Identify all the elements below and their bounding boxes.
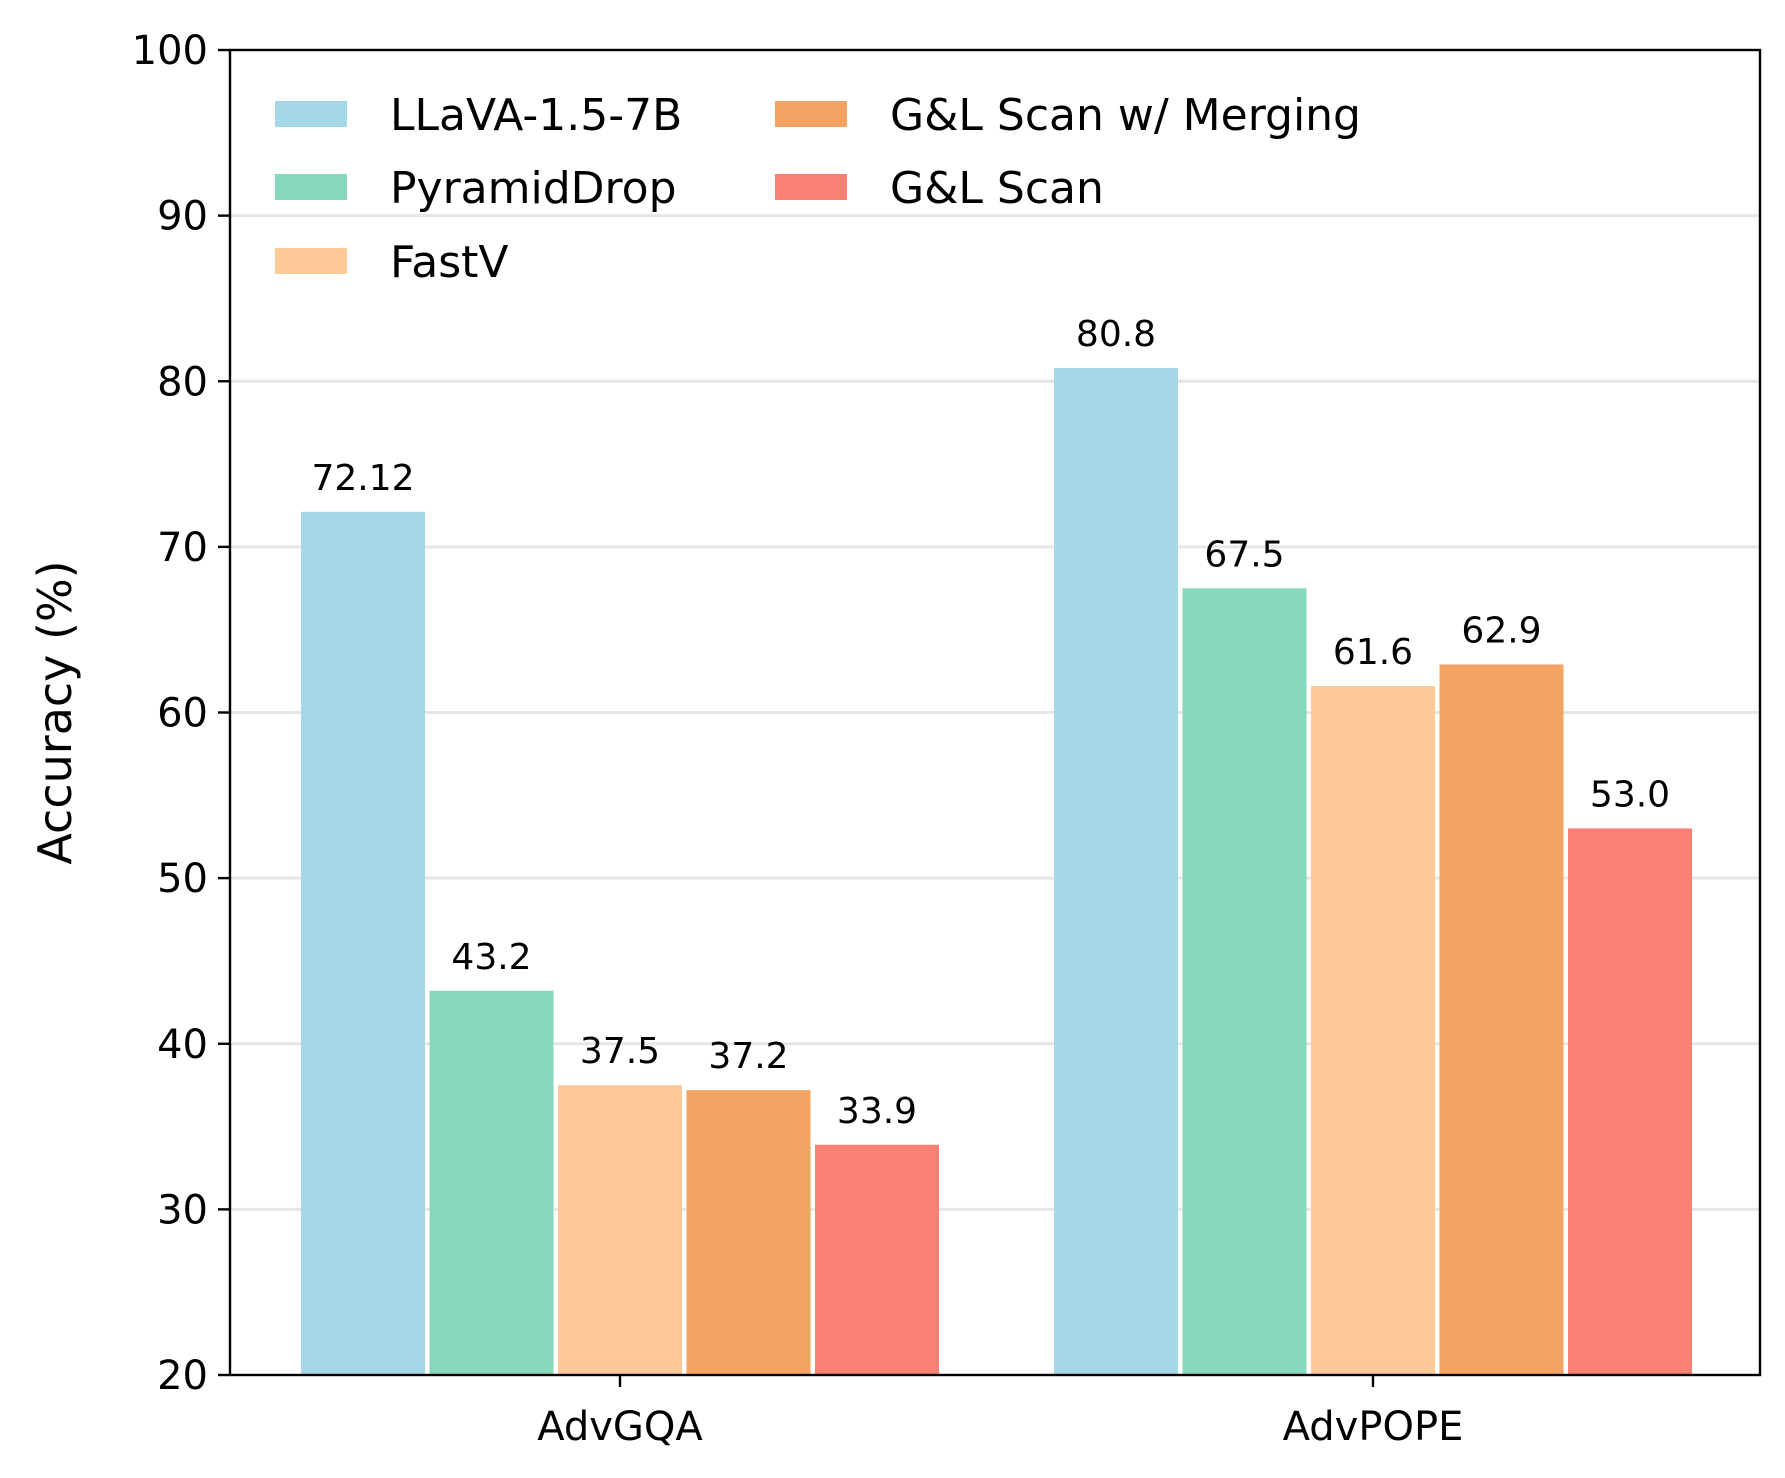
bar	[1054, 368, 1178, 1375]
legend-swatch	[275, 174, 347, 200]
data-label: 67.5	[1204, 534, 1284, 575]
bar	[1568, 828, 1692, 1375]
bar	[429, 990, 554, 1375]
legend-swatch	[275, 248, 347, 274]
y-tick-label: 30	[157, 1187, 208, 1233]
legend-label: G&L Scan	[890, 163, 1104, 214]
x-tick-label: AdvGQA	[537, 1404, 703, 1450]
legend-item: G&L Scan	[775, 163, 1104, 214]
y-tick-label: 40	[157, 1022, 208, 1068]
data-label: 72.12	[311, 458, 414, 499]
bar	[686, 1090, 811, 1375]
data-label: 37.2	[708, 1036, 788, 1077]
data-label: 80.8	[1076, 314, 1156, 355]
x-axis-ticks: AdvGQA AdvPOPE	[537, 1375, 1463, 1450]
y-tick-label: 60	[157, 691, 208, 737]
bar	[558, 1085, 682, 1375]
legend-label: FastV	[390, 237, 509, 288]
y-axis-title: Accuracy (%)	[28, 560, 82, 864]
data-label: 37.5	[580, 1031, 660, 1072]
legend-item: PyramidDrop	[275, 163, 677, 214]
y-tick-label: 70	[157, 525, 208, 571]
y-tick-label: 80	[157, 359, 208, 405]
bar	[1311, 686, 1435, 1375]
y-tick-label: 20	[157, 1353, 208, 1399]
legend-swatch	[775, 101, 847, 127]
bars	[301, 368, 1692, 1375]
legend-label: LLaVA-1.5-7B	[390, 90, 682, 141]
data-labels: 72.12 43.2 37.5 37.2 33.9 80.8 67.5 61.6 62.9 53.…	[311, 314, 1670, 1132]
y-axis-ticks: 20 30 40 50 60 70 80 90 100	[132, 28, 230, 1399]
data-label: 61.6	[1333, 632, 1413, 673]
legend-swatch	[275, 101, 347, 127]
y-tick-label: 100	[132, 28, 208, 74]
bar	[301, 511, 425, 1375]
legend: LLaVA-1.5-7B PyramidDrop FastV G&L Scan w/ …	[275, 90, 1361, 288]
data-label: 62.9	[1461, 610, 1541, 651]
legend-label: G&L Scan w/ Merging	[890, 90, 1361, 141]
y-tick-label: 50	[157, 856, 208, 902]
x-tick-label: AdvPOPE	[1283, 1404, 1464, 1450]
bar	[1439, 664, 1564, 1375]
y-tick-label: 90	[157, 194, 208, 240]
data-label: 43.2	[451, 937, 531, 978]
legend-item: G&L Scan w/ Merging	[775, 90, 1361, 141]
data-label: 33.9	[837, 1091, 917, 1132]
legend-label: PyramidDrop	[390, 163, 677, 214]
legend-swatch	[775, 174, 847, 200]
legend-item: LLaVA-1.5-7B	[275, 90, 682, 141]
legend-item: FastV	[275, 237, 509, 288]
bar	[815, 1144, 939, 1375]
data-label: 53.0	[1590, 774, 1670, 815]
bar	[1182, 588, 1307, 1375]
